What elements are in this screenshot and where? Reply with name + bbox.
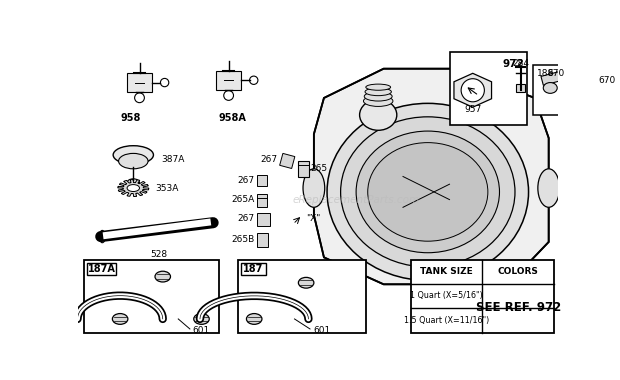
Text: 267: 267 [260, 155, 278, 164]
Text: 267: 267 [237, 176, 254, 185]
Ellipse shape [589, 91, 601, 100]
Ellipse shape [368, 142, 488, 241]
Text: 353A: 353A [155, 184, 179, 193]
Text: eReplacementParts.com: eReplacementParts.com [293, 195, 420, 204]
Ellipse shape [127, 179, 140, 187]
Ellipse shape [543, 82, 557, 93]
Ellipse shape [155, 271, 170, 282]
Text: 187: 187 [243, 264, 264, 274]
Ellipse shape [356, 131, 500, 253]
Text: 265B: 265B [231, 235, 254, 244]
Bar [241, 263, 266, 275]
Text: COLORS: COLORS [498, 267, 539, 276]
Text: 387A: 387A [161, 155, 185, 164]
Text: 972: 972 [502, 59, 524, 70]
Circle shape [461, 79, 484, 102]
Bar [533, 65, 589, 115]
Bar [257, 194, 267, 207]
Text: 284: 284 [512, 59, 529, 68]
Polygon shape [118, 180, 149, 196]
Bar [257, 214, 270, 226]
Text: 601: 601 [314, 326, 331, 335]
Circle shape [161, 78, 169, 87]
Polygon shape [314, 69, 549, 284]
Text: 188: 188 [537, 69, 554, 78]
Ellipse shape [327, 103, 528, 280]
Bar [450, 52, 527, 125]
Bar [216, 71, 241, 90]
Ellipse shape [360, 100, 397, 130]
Bar [516, 84, 526, 92]
Bar [87, 263, 117, 275]
Ellipse shape [366, 84, 391, 90]
Bar [298, 161, 309, 176]
Circle shape [249, 76, 258, 84]
Text: 601: 601 [192, 326, 210, 335]
Ellipse shape [340, 117, 515, 267]
Text: 1.5 Quart (X=11/16"): 1.5 Quart (X=11/16") [404, 316, 489, 325]
Text: 267: 267 [237, 214, 254, 223]
Text: SEE REF. 972: SEE REF. 972 [476, 301, 561, 314]
Ellipse shape [127, 185, 140, 192]
Ellipse shape [113, 146, 154, 164]
Ellipse shape [193, 314, 210, 325]
Text: 958: 958 [120, 113, 140, 124]
Text: 1 Quart (X=5/16"): 1 Quart (X=5/16") [410, 291, 483, 300]
Ellipse shape [99, 230, 105, 243]
Bar [238, 260, 366, 333]
Text: 265: 265 [310, 164, 327, 173]
Ellipse shape [365, 92, 392, 101]
Text: 265A: 265A [231, 195, 254, 204]
Bar [280, 154, 295, 168]
Bar [541, 70, 567, 86]
Ellipse shape [365, 88, 391, 96]
Bar [410, 260, 554, 333]
Bar [257, 175, 267, 186]
Bar [257, 233, 268, 247]
Ellipse shape [573, 93, 587, 103]
Circle shape [224, 91, 234, 100]
Text: 670: 670 [598, 76, 616, 85]
Ellipse shape [112, 314, 128, 325]
Polygon shape [454, 73, 492, 107]
Ellipse shape [247, 314, 262, 325]
Text: 528: 528 [150, 250, 167, 259]
Text: TANK SIZE: TANK SIZE [420, 267, 473, 276]
Ellipse shape [363, 96, 393, 106]
Text: 957: 957 [464, 105, 481, 114]
Ellipse shape [298, 277, 314, 288]
Text: 958A: 958A [219, 113, 246, 124]
Circle shape [135, 93, 144, 103]
Bar [84, 260, 219, 333]
Text: "X": "X" [306, 214, 321, 223]
Ellipse shape [118, 154, 148, 169]
Text: 187A: 187A [87, 264, 115, 274]
Text: 670: 670 [547, 69, 564, 78]
Ellipse shape [538, 169, 560, 207]
Bar [127, 73, 152, 92]
Ellipse shape [303, 169, 325, 207]
